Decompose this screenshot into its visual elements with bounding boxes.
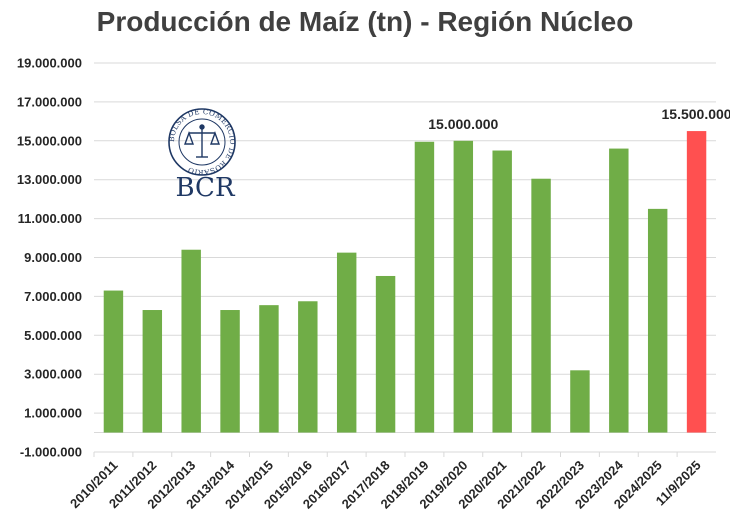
- bcr-logo: BOLSA DE COMERCIO DE ROSARIO: [167, 107, 237, 177]
- bar-11-9-2025: [686, 131, 707, 433]
- bar-2016-2017: [336, 252, 357, 433]
- y-tick-label: 15.000.000: [17, 133, 82, 148]
- bar-2011-2012: [142, 310, 163, 433]
- y-tick-label: 13.000.000: [17, 172, 82, 187]
- x-axis-ticks: 2010/20112011/20122012/20132013/20142014…: [67, 452, 704, 512]
- bar-2018-2019: [414, 141, 435, 433]
- bar-2024-2025: [647, 208, 668, 433]
- y-tick-label: 17.000.000: [17, 94, 82, 109]
- y-tick-label: -1.000.000: [20, 445, 82, 460]
- y-tick-label: 7.000.000: [24, 289, 82, 304]
- bar-2013-2014: [220, 310, 240, 433]
- chart-title: Producción de Maíz (tn) - Región Núcleo: [96, 6, 634, 37]
- data-labels: 15.000.000 15.500.000: [428, 106, 730, 132]
- data-label: 15.000.000: [428, 116, 498, 132]
- bar-2012-2013: [181, 249, 201, 433]
- y-tick-label: 9.000.000: [24, 250, 82, 265]
- bar-2023-2024: [609, 148, 629, 433]
- bar-2010-2011: [103, 290, 124, 433]
- data-label: 15.500.000: [662, 106, 730, 122]
- bar-2017-2018: [375, 275, 396, 433]
- y-tick-label: 19.000.000: [17, 56, 82, 71]
- bar-2015-2016: [298, 301, 318, 433]
- bar-2022-2023: [570, 370, 590, 433]
- y-tick-label: 1.000.000: [24, 406, 82, 421]
- bars: [103, 131, 707, 433]
- y-tick-label: 11.000.000: [18, 211, 82, 226]
- y-axis-ticks: -1.000.000 1.000.000 3.000.000 5.000.000 7.0…: [17, 56, 82, 460]
- bar-2021-2022: [531, 178, 551, 433]
- bar-2014-2015: [259, 305, 279, 433]
- y-tick-label: 5.000.000: [24, 328, 82, 343]
- bar-2019-2020: [453, 140, 474, 433]
- y-tick-label: 3.000.000: [24, 367, 82, 382]
- logo-bcr-text: BCR: [175, 173, 235, 203]
- scales-icon: [184, 124, 220, 158]
- bar-2020-2021: [492, 150, 512, 433]
